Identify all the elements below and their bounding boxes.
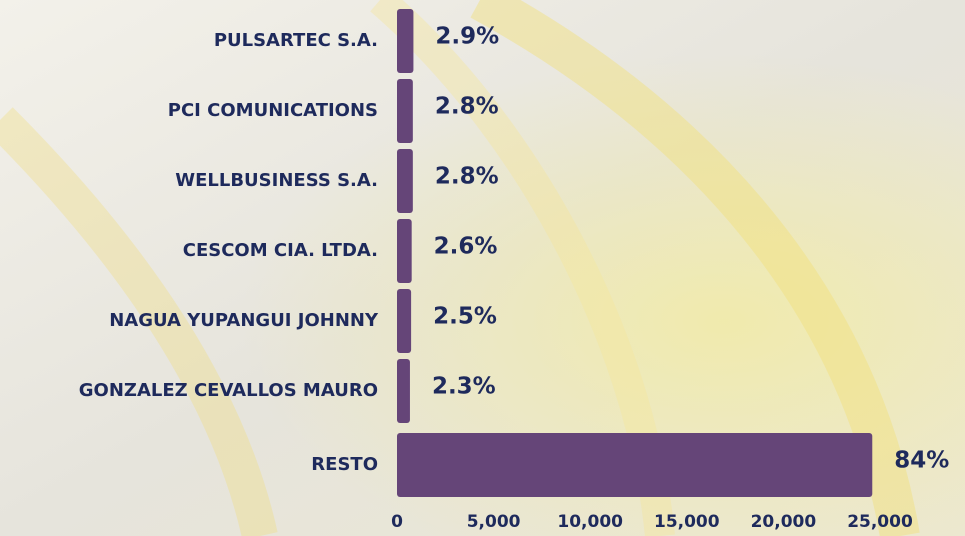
x-tick-label: 5,000 bbox=[467, 512, 521, 532]
value-label: 2.5% bbox=[433, 304, 497, 330]
bar bbox=[397, 79, 413, 143]
value-label: 2.8% bbox=[435, 164, 499, 190]
value-label: 2.6% bbox=[434, 234, 498, 260]
value-label: 84% bbox=[894, 448, 949, 474]
value-label: 2.8% bbox=[435, 94, 499, 120]
x-tick-label: 10,000 bbox=[557, 512, 623, 532]
y-tick-label: GONZALEZ CEVALLOS MAURO bbox=[79, 380, 378, 401]
y-tick-label: CESCOM CIA. LTDA. bbox=[183, 240, 378, 261]
bar bbox=[397, 9, 414, 73]
value-label: 2.9% bbox=[435, 24, 499, 50]
bar bbox=[397, 149, 413, 213]
y-tick-label: RESTO bbox=[311, 454, 378, 475]
cable bbox=[0, 107, 278, 536]
bar bbox=[397, 359, 410, 423]
y-tick-label: WELLBUSINESS S.A. bbox=[175, 170, 378, 191]
bar bbox=[397, 433, 873, 497]
bar bbox=[397, 289, 412, 353]
x-tick-label: 0 bbox=[391, 512, 403, 532]
y-tick-label: PULSARTEC S.A. bbox=[214, 30, 378, 51]
value-label: 2.3% bbox=[432, 374, 496, 400]
x-tick-label: 25,000 bbox=[847, 512, 913, 532]
y-tick-label: NAGUA YUPANGUI JOHNNY bbox=[109, 310, 379, 331]
x-tick-label: 20,000 bbox=[751, 512, 817, 532]
x-tick-label: 15,000 bbox=[654, 512, 720, 532]
cable bbox=[470, 0, 920, 536]
bar bbox=[397, 219, 412, 283]
y-tick-label: PCI COMUNICATIONS bbox=[168, 100, 378, 121]
